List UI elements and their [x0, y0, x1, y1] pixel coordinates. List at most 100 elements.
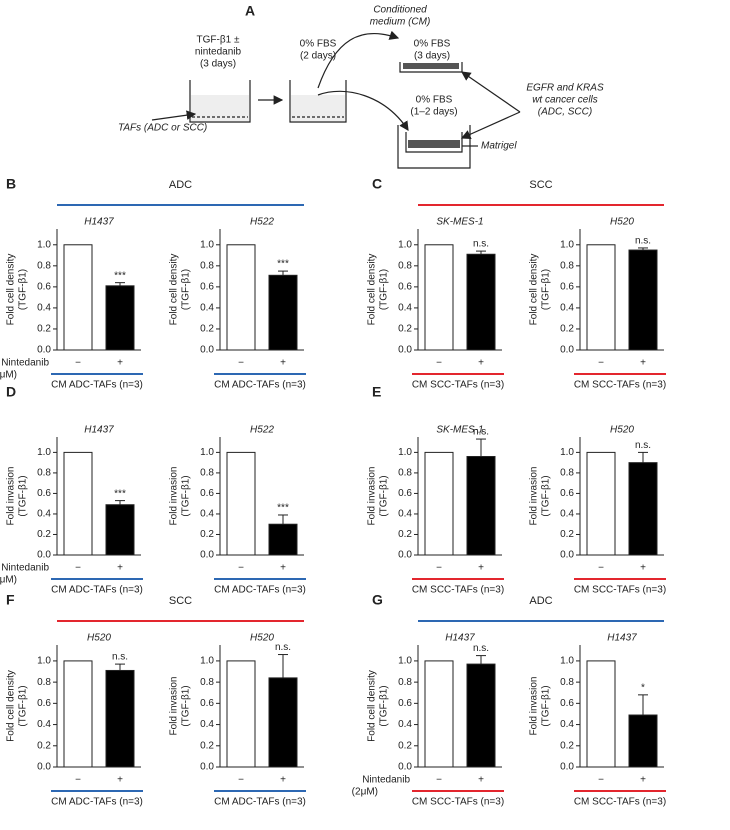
chart-title: H520 [87, 633, 111, 644]
y-tick-label: 0.8 [37, 468, 51, 479]
chart-title: SK-MES-1 [436, 425, 483, 436]
cells [403, 63, 459, 69]
x-tick-label: + [478, 358, 484, 369]
y-tick-label: 0.4 [560, 509, 574, 520]
dish [399, 62, 463, 73]
y-axis-label: Fold invasion [169, 677, 180, 736]
y-axis-label: (TGF-β1) [379, 685, 390, 726]
y-tick-label: 0.0 [37, 762, 51, 773]
schematic [151, 30, 521, 169]
chart-title: H1437 [84, 217, 114, 228]
y-axis-label: Fold cell density [367, 670, 378, 742]
y-tick-label: 0.4 [560, 303, 574, 314]
y-tick-label: 0.8 [200, 468, 214, 479]
x-tick-label: + [640, 775, 646, 786]
y-axis-label: (TGF-β1) [379, 269, 390, 310]
footer: CM SCC-TAFs (n=3) [574, 585, 666, 596]
annotation: n.s. [112, 652, 128, 663]
y-tick-label: 0.8 [200, 260, 214, 271]
schematic-text: EGFR and KRAS [526, 83, 604, 94]
treatment-label: Nintedanib [362, 775, 410, 786]
group-title: ADC [169, 179, 192, 191]
x-tick-label: − [598, 563, 604, 574]
bar [226, 660, 256, 768]
x-tick-label: + [117, 775, 123, 786]
x-tick-label: + [478, 775, 484, 786]
y-tick-label: 0.0 [398, 345, 412, 356]
x-tick-label: − [238, 358, 244, 369]
schematic-text: medium (CM) [370, 17, 431, 28]
treatment-label: (2μM) [0, 370, 17, 381]
y-tick-label: 0.0 [560, 345, 574, 356]
y-tick-label: 0.6 [37, 488, 51, 499]
chart-title: H522 [250, 425, 274, 436]
y-axis-label: (TGF-β1) [181, 269, 192, 310]
bar [424, 660, 454, 768]
y-tick-label: 0.6 [560, 282, 574, 293]
chart-title: H520 [610, 217, 634, 228]
y-tick-label: 0.0 [200, 550, 214, 561]
schematic-text: (3 days) [200, 59, 236, 70]
footer: CM ADC-TAFs (n=3) [51, 797, 143, 808]
y-tick-label: 1.0 [398, 447, 412, 458]
y-tick-label: 0.8 [560, 468, 574, 479]
y-tick-label: 1.0 [560, 239, 574, 250]
bar [466, 663, 496, 768]
footer: CM SCC-TAFs (n=3) [574, 380, 666, 391]
y-tick-label: 0.4 [37, 509, 51, 520]
y-tick-label: 1.0 [200, 239, 214, 250]
footer: CM SCC-TAFs (n=3) [412, 797, 504, 808]
y-tick-label: 0.8 [560, 260, 574, 271]
chart-title: H1437 [84, 425, 114, 436]
y-tick-label: 0.8 [560, 677, 574, 688]
y-axis-label: (TGF-β1) [181, 685, 192, 726]
y-tick-label: 0.0 [560, 762, 574, 773]
x-tick-label: + [640, 358, 646, 369]
y-tick-label: 0.4 [200, 303, 214, 314]
group-title: SCC [169, 595, 192, 607]
y-tick-label: 0.4 [398, 509, 412, 520]
schematic-text: nintedanib [195, 47, 242, 58]
footer: CM ADC-TAFs (n=3) [51, 380, 143, 391]
y-axis-label: Fold invasion [6, 467, 17, 526]
treatment-label: (2μM) [352, 787, 378, 798]
bar [424, 244, 454, 351]
annotation: n.s. [473, 427, 489, 438]
panel-label: C [372, 176, 382, 192]
x-tick-label: − [75, 775, 81, 786]
x-tick-label: − [75, 358, 81, 369]
panel-label: A [245, 3, 255, 19]
bar [586, 244, 616, 351]
y-tick-label: 1.0 [398, 239, 412, 250]
y-tick-label: 0.8 [37, 677, 51, 688]
bar [226, 244, 256, 351]
annotation: * [641, 683, 645, 694]
y-axis-label: (TGF-β1) [541, 685, 552, 726]
footer: CM SCC-TAFs (n=3) [574, 797, 666, 808]
y-tick-label: 0.4 [398, 719, 412, 730]
y-axis-label: (TGF-β1) [541, 269, 552, 310]
bar [63, 660, 93, 768]
y-tick-label: 0.6 [200, 488, 214, 499]
bar [268, 677, 298, 768]
bar [268, 274, 298, 351]
y-tick-label: 1.0 [37, 447, 51, 458]
y-tick-label: 0.6 [200, 282, 214, 293]
bar [105, 669, 135, 768]
arrow [461, 71, 521, 113]
y-tick-label: 0.6 [560, 698, 574, 709]
dish [289, 80, 347, 123]
chart-title: H1437 [445, 633, 475, 644]
bar [105, 285, 135, 351]
x-tick-label: + [280, 563, 286, 574]
bar [466, 253, 496, 351]
y-tick-label: 0.2 [560, 740, 574, 751]
y-tick-label: 0.2 [398, 529, 412, 540]
y-tick-label: 0.8 [398, 468, 412, 479]
treatment-label: Nintedanib [1, 563, 49, 574]
x-tick-label: − [238, 563, 244, 574]
y-tick-label: 0.6 [560, 488, 574, 499]
x-tick-label: − [436, 358, 442, 369]
schematic-text: 0% FBS [416, 95, 453, 106]
bar [105, 504, 135, 556]
